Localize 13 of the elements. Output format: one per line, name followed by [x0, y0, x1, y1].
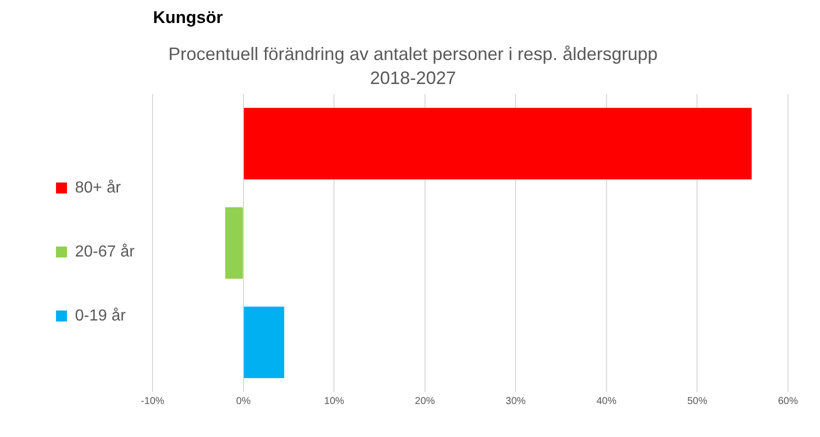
legend-label: 0-19 år: [75, 307, 126, 324]
x-tick-label: 50%: [687, 396, 708, 407]
x-tick-label: 40%: [596, 396, 617, 407]
chart-title: Kungsör: [153, 8, 224, 28]
x-tick-label: 20%: [414, 396, 436, 407]
x-tick-label: 30%: [506, 396, 526, 407]
x-tick-label: 60%: [778, 396, 798, 407]
x-tick-label: -10%: [140, 396, 164, 407]
x-tick-label: 0%: [236, 396, 251, 407]
chart-subtitle: Procentuell förändring av antalet personer i resp. åldersgrupp 2018-2027: [167, 43, 659, 90]
legend-label: 20-67 år: [75, 243, 136, 260]
legend-label: 80+ år: [75, 179, 122, 196]
x-tick-label: 10%: [324, 396, 344, 407]
